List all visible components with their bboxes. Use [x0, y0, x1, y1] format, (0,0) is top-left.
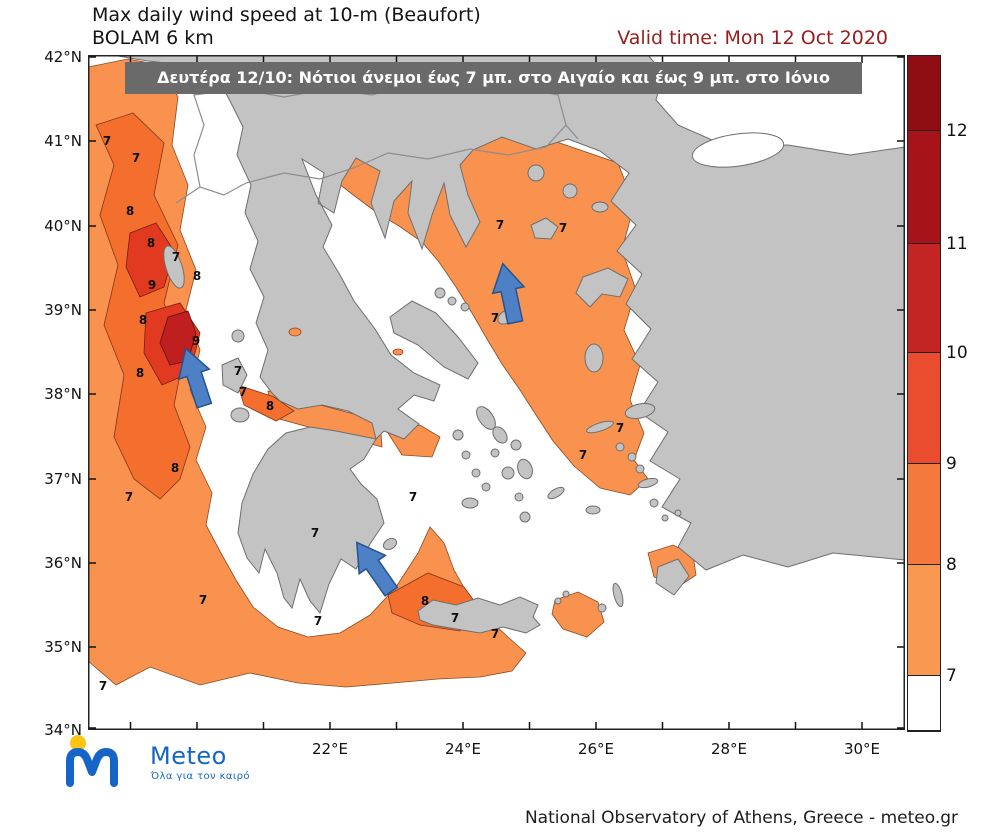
island: [615, 442, 625, 452]
brand-name: Meteo: [150, 742, 227, 770]
wind-arrows-layer: [177, 262, 526, 597]
lat-axis-label: 41°N: [44, 132, 82, 150]
island: [562, 183, 578, 199]
lon-axis-label: 24°E: [444, 740, 482, 758]
colorbar-segment-8-9: [908, 464, 940, 565]
island: [452, 429, 464, 441]
island-karpathos: [612, 582, 624, 608]
lon-axis-label: 30°E: [843, 740, 881, 758]
logo-yellow-dot-icon: [70, 735, 86, 751]
lon-axis-label: 26°E: [577, 740, 615, 758]
island: [231, 329, 245, 343]
lat-axis-label: 37°N: [44, 470, 82, 488]
colorbar-tick-label: 9: [946, 454, 957, 474]
island: [661, 514, 669, 522]
island-naxos: [517, 458, 533, 480]
island: [460, 302, 470, 312]
lat-axis-label: 36°N: [44, 554, 82, 572]
island: [514, 492, 524, 502]
island-samos: [624, 402, 656, 420]
longitude-axis: 22°E 24°E 26°E 28°E 30°E: [88, 740, 905, 762]
wind-direction-arrow: [491, 262, 526, 325]
landmass-mainland: [111, 54, 906, 615]
island-kasos: [597, 603, 607, 613]
brand-tagline: Όλα για τον καιρό: [151, 771, 250, 782]
island: [627, 452, 637, 462]
island-corfu: [163, 245, 185, 289]
island: [461, 450, 471, 460]
island-lemnos: [530, 217, 559, 240]
island: [481, 482, 491, 492]
valid-time-label: Valid time: Mon 12 Oct 2020: [617, 27, 888, 49]
island-milos: [461, 497, 479, 509]
colorbar-segment-7-8: [908, 565, 940, 676]
island: [591, 201, 609, 213]
island-lesbos: [575, 267, 629, 308]
island-amorgos: [547, 486, 565, 500]
island-paros: [501, 466, 515, 480]
island-evia: [389, 300, 479, 380]
lat-axis-label: 38°N: [44, 385, 82, 403]
island: [527, 164, 545, 182]
lat-axis-label: 39°N: [44, 301, 82, 319]
lon-axis-label: 28°E: [710, 740, 748, 758]
attribution-text: National Observatory of Athens, Greece -…: [524, 808, 958, 828]
island: [562, 590, 570, 598]
overland-wind-patches: [288, 327, 404, 356]
island-santorini: [519, 511, 531, 523]
map-frame: [88, 55, 905, 730]
colorbar-labels: 12 11 10 9 8 7: [946, 55, 986, 730]
lat-axis-label: 34°N: [44, 721, 82, 739]
colorbar-tick-label: 11: [946, 234, 968, 254]
colorbar-segment-gt12: [908, 56, 940, 131]
advisory-banner: Δευτέρα 12/10: Νότιοι άνεμοι έως 7 μπ. σ…: [125, 62, 862, 94]
island: [649, 498, 659, 508]
land-layer: [111, 54, 906, 634]
colorbar-segment-lt7: [908, 676, 940, 731]
island: [447, 296, 457, 306]
island-tinos: [492, 426, 508, 444]
island: [585, 505, 601, 515]
lon-axis-label: 22°E: [311, 740, 349, 758]
island-rhodes: [655, 558, 690, 596]
colorbar-tick-label: 12: [946, 121, 968, 141]
map-container: [87, 54, 906, 730]
colorbar-tick-label: 8: [946, 555, 957, 575]
island: [510, 439, 522, 451]
island-zakynthos: [230, 407, 250, 423]
island: [434, 287, 446, 299]
lat-axis-label: 40°N: [44, 217, 82, 235]
page-title: Max daily wind speed at 10-m (Beaufort): [92, 4, 481, 26]
colorbar-segment-11-12: [908, 131, 940, 244]
island: [635, 464, 645, 474]
island-kythira: [382, 537, 398, 551]
lat-axis-label: 35°N: [44, 638, 82, 656]
island-kos: [637, 477, 659, 489]
latitude-axis: 42°N 41°N 40°N 39°N 38°N 37°N 36°N 35°N …: [30, 48, 82, 739]
wind-direction-arrow: [177, 347, 213, 409]
colorbar-segment-10-11: [908, 244, 940, 353]
island-ikaria: [586, 420, 614, 434]
island: [554, 597, 562, 605]
logo-m-icon: [66, 748, 118, 787]
colorbar-tick-label: 10: [946, 343, 968, 363]
island: [471, 468, 481, 478]
lat-axis-label: 42°N: [44, 48, 82, 66]
model-label: BOLAM 6 km: [92, 27, 214, 49]
meteo-logo: [66, 735, 118, 787]
island: [490, 448, 500, 458]
island-chios: [584, 343, 604, 373]
colorbar-tick-label: 7: [946, 666, 957, 686]
colorbar-segment-9-10: [908, 353, 940, 464]
beaufort-colorbar: [907, 55, 941, 732]
wind-direction-arrow: [355, 541, 399, 597]
island-crete: [417, 596, 541, 634]
island: [674, 509, 682, 517]
sea-of-marmara: [691, 132, 785, 168]
island-kefalonia: [221, 357, 248, 394]
weather-map: [87, 54, 906, 730]
